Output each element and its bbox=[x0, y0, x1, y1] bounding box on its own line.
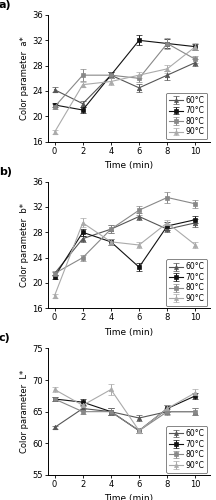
Text: c): c) bbox=[0, 334, 11, 344]
Text: b): b) bbox=[0, 166, 12, 176]
Y-axis label: Color parameter  a*: Color parameter a* bbox=[20, 36, 29, 120]
X-axis label: Time (min): Time (min) bbox=[104, 161, 153, 170]
X-axis label: Time (min): Time (min) bbox=[104, 328, 153, 337]
Legend: 60°C, 70°C, 80°C, 90°C: 60°C, 70°C, 80°C, 90°C bbox=[166, 426, 207, 472]
Y-axis label: Color parameter  L*: Color parameter L* bbox=[20, 370, 29, 454]
Text: a): a) bbox=[0, 0, 11, 10]
Legend: 60°C, 70°C, 80°C, 90°C: 60°C, 70°C, 80°C, 90°C bbox=[166, 260, 207, 306]
Legend: 60°C, 70°C, 80°C, 90°C: 60°C, 70°C, 80°C, 90°C bbox=[166, 92, 207, 140]
X-axis label: Time (min): Time (min) bbox=[104, 494, 153, 500]
Y-axis label: Color parameter  b*: Color parameter b* bbox=[20, 203, 29, 287]
